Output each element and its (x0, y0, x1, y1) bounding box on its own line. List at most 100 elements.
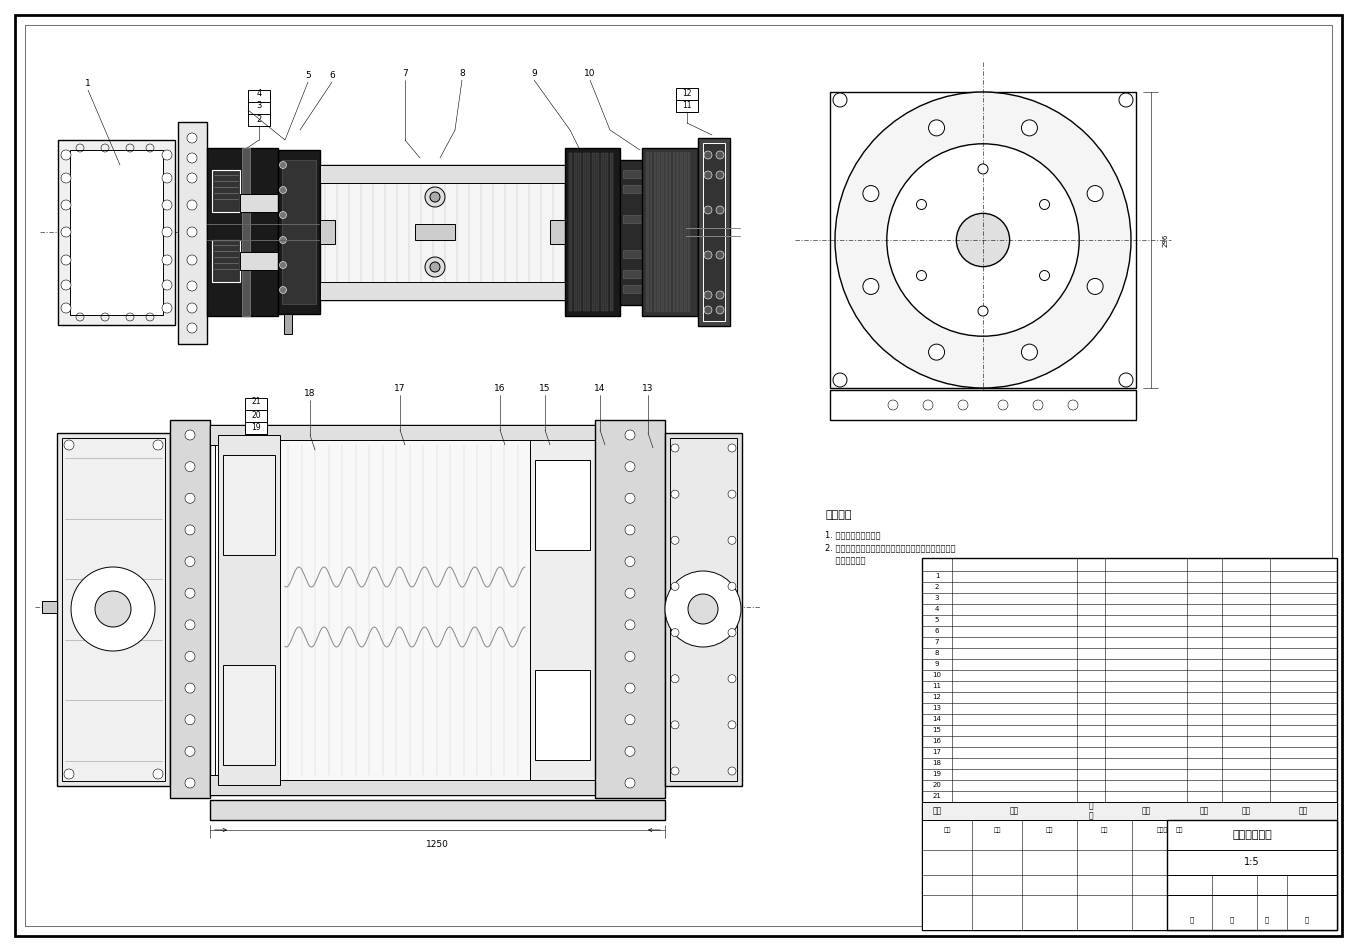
Circle shape (704, 306, 712, 314)
Circle shape (187, 281, 197, 291)
Circle shape (626, 747, 635, 756)
Bar (535, 460, 590, 550)
Bar (609, 153, 612, 311)
Text: 19: 19 (932, 771, 942, 777)
Text: 材料: 材料 (1141, 806, 1151, 816)
Circle shape (185, 651, 195, 662)
Circle shape (626, 430, 635, 440)
Text: 16: 16 (932, 738, 942, 744)
Circle shape (626, 683, 635, 693)
Bar (535, 670, 590, 760)
Text: 13: 13 (642, 384, 654, 393)
Text: 21: 21 (932, 793, 942, 799)
Bar (569, 153, 573, 311)
Bar (57, 433, 170, 786)
Circle shape (161, 303, 172, 313)
Text: 1: 1 (85, 79, 91, 88)
Bar (284, 314, 292, 334)
Circle shape (704, 151, 712, 159)
Circle shape (716, 206, 725, 214)
Text: 6: 6 (935, 628, 939, 634)
Circle shape (727, 536, 735, 544)
Bar (601, 153, 604, 311)
Bar (223, 665, 275, 765)
Text: 3: 3 (935, 595, 939, 601)
Text: 9: 9 (935, 661, 939, 667)
Circle shape (1087, 185, 1103, 202)
Text: 20: 20 (932, 782, 942, 788)
Circle shape (1033, 400, 1044, 410)
Text: 1:5: 1:5 (1244, 857, 1259, 867)
Circle shape (716, 151, 725, 159)
Circle shape (626, 525, 635, 534)
Bar (623, 170, 677, 178)
Bar (623, 285, 677, 293)
Bar (646, 152, 649, 312)
Circle shape (887, 144, 1079, 337)
Circle shape (704, 171, 712, 179)
Bar (210, 425, 660, 795)
Bar (565, 148, 620, 316)
Circle shape (887, 400, 898, 410)
Circle shape (928, 120, 944, 136)
Bar (830, 390, 1136, 420)
Bar (210, 800, 665, 820)
Bar (415, 224, 455, 240)
Bar (921, 558, 1337, 930)
Bar (242, 148, 250, 316)
Circle shape (727, 444, 735, 452)
Text: 18: 18 (932, 760, 942, 766)
Circle shape (1120, 93, 1133, 107)
Circle shape (835, 92, 1130, 388)
Text: 296: 296 (1163, 233, 1168, 246)
Text: 11: 11 (683, 101, 692, 109)
Circle shape (727, 721, 735, 728)
Circle shape (665, 571, 741, 647)
Circle shape (185, 683, 195, 693)
Circle shape (185, 556, 195, 567)
Bar (212, 240, 240, 282)
Text: 质量: 质量 (1200, 806, 1209, 816)
Circle shape (425, 257, 445, 277)
Circle shape (187, 153, 197, 163)
Bar (210, 775, 660, 795)
Text: 1. 组装后经检验合格。: 1. 组装后经检验合格。 (825, 530, 881, 539)
Text: 技术要求: 技术要求 (825, 510, 851, 520)
Circle shape (161, 227, 172, 237)
Bar (703, 143, 725, 321)
Text: 12: 12 (683, 88, 692, 98)
Text: 17: 17 (932, 749, 942, 755)
Bar (688, 152, 691, 312)
Circle shape (187, 303, 197, 313)
Circle shape (1039, 200, 1049, 209)
Circle shape (430, 192, 440, 202)
Circle shape (670, 674, 678, 683)
Circle shape (185, 778, 195, 788)
Circle shape (704, 206, 712, 214)
Text: 14: 14 (594, 384, 605, 393)
Circle shape (957, 213, 1010, 266)
Bar (170, 420, 210, 798)
Circle shape (185, 620, 195, 630)
Circle shape (670, 444, 678, 452)
Circle shape (187, 133, 197, 143)
Text: 制图: 制图 (943, 827, 951, 833)
Text: 张: 张 (1305, 917, 1310, 923)
Bar (676, 152, 678, 312)
Text: 审核: 审核 (993, 827, 1000, 833)
Bar (623, 270, 677, 278)
Circle shape (64, 440, 75, 450)
Text: 11: 11 (932, 683, 942, 689)
Bar (642, 148, 697, 316)
Circle shape (716, 306, 725, 314)
Circle shape (95, 591, 132, 627)
Circle shape (978, 306, 988, 316)
Circle shape (727, 582, 735, 591)
Bar (673, 152, 674, 312)
Text: 8: 8 (459, 69, 465, 78)
Text: 标准化: 标准化 (1156, 827, 1167, 833)
Circle shape (185, 588, 195, 598)
Circle shape (727, 490, 735, 498)
Text: 9: 9 (531, 69, 537, 78)
Text: 日期: 日期 (1175, 827, 1183, 833)
